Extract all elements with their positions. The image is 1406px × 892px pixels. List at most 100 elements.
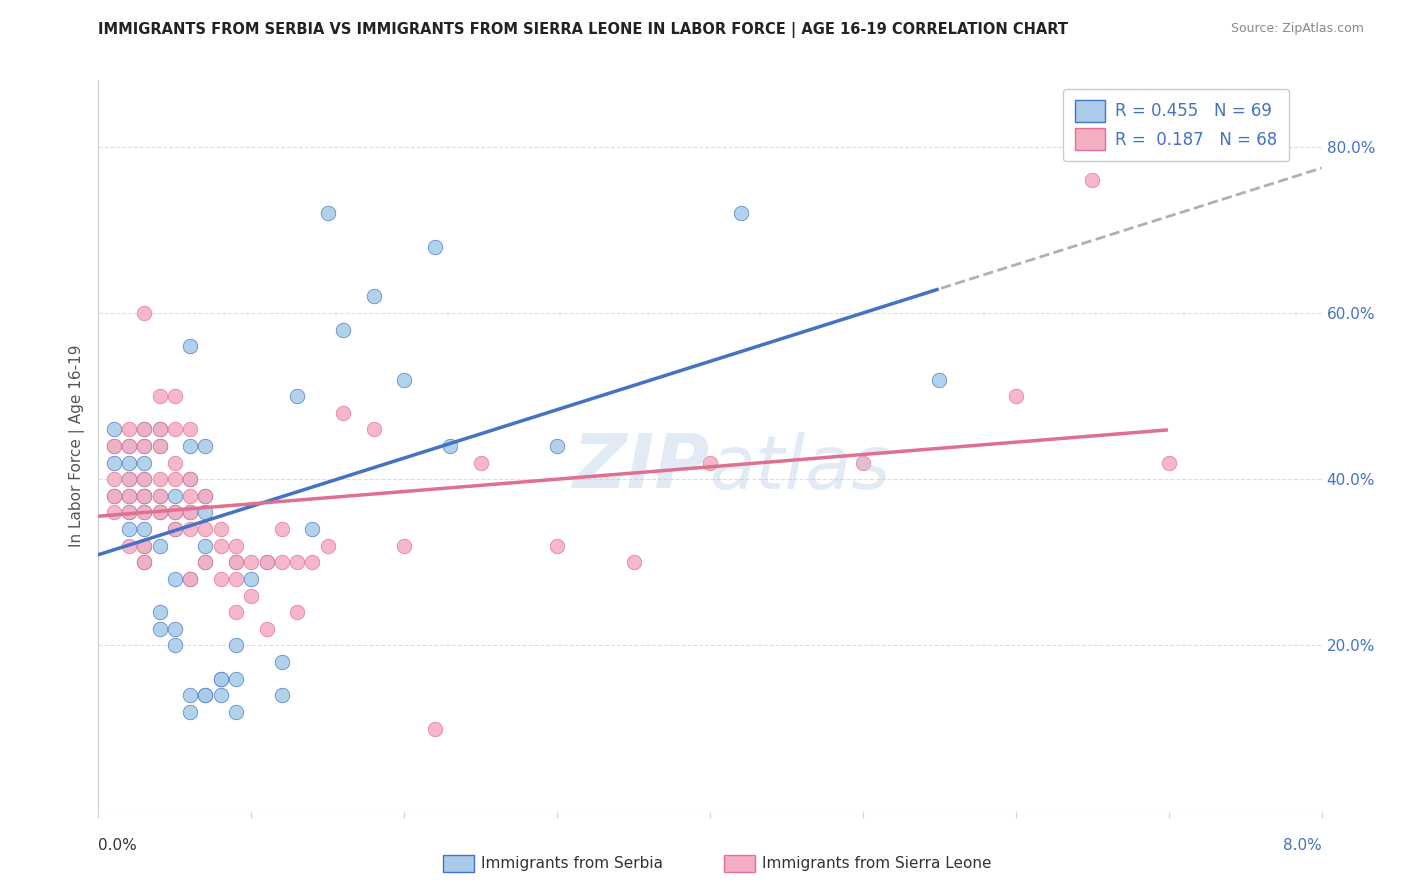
Point [163, 506, 186, 520]
Point [149, 622, 172, 636]
Point [332, 406, 354, 420]
Point [194, 555, 217, 569]
Point [194, 489, 217, 503]
Point [149, 422, 172, 436]
Point [134, 439, 156, 453]
Point [285, 605, 308, 619]
Point [270, 655, 294, 669]
Point [546, 439, 568, 453]
Point [118, 489, 141, 503]
Point [225, 572, 247, 586]
Point [163, 506, 186, 520]
Point [240, 572, 263, 586]
Point [392, 372, 416, 386]
Point [1157, 456, 1180, 470]
Point [301, 522, 323, 536]
Point [179, 489, 201, 503]
Point [194, 689, 217, 703]
Text: 8.0%: 8.0% [1282, 838, 1322, 854]
Point [103, 472, 125, 486]
Point [301, 555, 323, 569]
Point [852, 456, 875, 470]
Point [285, 389, 308, 403]
Legend: R = 0.455   N = 69, R =  0.187   N = 68: R = 0.455 N = 69, R = 0.187 N = 68 [1063, 88, 1289, 161]
Point [363, 422, 385, 436]
Point [256, 555, 278, 569]
Point [134, 539, 156, 553]
Point [209, 689, 232, 703]
Point [225, 555, 247, 569]
Point [134, 489, 156, 503]
Point [134, 555, 156, 569]
Point [194, 439, 217, 453]
Point [149, 439, 172, 453]
Text: Immigrants from Serbia: Immigrants from Serbia [481, 856, 662, 871]
Point [623, 555, 645, 569]
Point [316, 539, 339, 553]
Point [209, 672, 232, 686]
Point [103, 439, 125, 453]
Point [118, 472, 141, 486]
Y-axis label: In Labor Force | Age 16-19: In Labor Force | Age 16-19 [69, 344, 86, 548]
Point [149, 489, 172, 503]
Point [149, 506, 172, 520]
Point [103, 456, 125, 470]
Point [179, 522, 201, 536]
Point [149, 472, 172, 486]
Point [194, 689, 217, 703]
Point [179, 689, 201, 703]
Point [179, 705, 201, 719]
Point [163, 572, 186, 586]
Point [240, 555, 263, 569]
Point [163, 489, 186, 503]
Point [363, 289, 385, 303]
Point [163, 622, 186, 636]
Point [134, 539, 156, 553]
Point [1004, 389, 1026, 403]
Point [179, 422, 201, 436]
Point [225, 555, 247, 569]
Point [118, 472, 141, 486]
Point [163, 522, 186, 536]
Text: IMMIGRANTS FROM SERBIA VS IMMIGRANTS FROM SIERRA LEONE IN LABOR FORCE | AGE 16-1: IMMIGRANTS FROM SERBIA VS IMMIGRANTS FRO… [98, 22, 1069, 38]
Point [134, 472, 156, 486]
Point [149, 489, 172, 503]
Point [149, 422, 172, 436]
Point [103, 439, 125, 453]
Point [209, 672, 232, 686]
Point [730, 206, 752, 220]
Point [270, 689, 294, 703]
Point [118, 422, 141, 436]
Point [134, 506, 156, 520]
Text: Immigrants from Sierra Leone: Immigrants from Sierra Leone [762, 856, 991, 871]
Point [179, 439, 201, 453]
Point [118, 506, 141, 520]
Point [194, 539, 217, 553]
Point [1081, 173, 1104, 187]
Point [439, 439, 461, 453]
Point [118, 489, 141, 503]
Point [103, 489, 125, 503]
Point [179, 472, 201, 486]
Point [194, 522, 217, 536]
Point [225, 539, 247, 553]
Text: Source: ZipAtlas.com: Source: ZipAtlas.com [1230, 22, 1364, 36]
Point [163, 456, 186, 470]
Point [270, 555, 294, 569]
Point [332, 323, 354, 337]
Point [134, 306, 156, 320]
Point [118, 539, 141, 553]
Point [225, 672, 247, 686]
Point [163, 422, 186, 436]
Point [225, 639, 247, 653]
Point [256, 622, 278, 636]
Point [270, 522, 294, 536]
Text: ZIP: ZIP [572, 432, 710, 505]
Point [134, 439, 156, 453]
Point [134, 422, 156, 436]
Point [118, 506, 141, 520]
Point [149, 605, 172, 619]
Point [118, 439, 141, 453]
Point [179, 472, 201, 486]
Point [194, 506, 217, 520]
